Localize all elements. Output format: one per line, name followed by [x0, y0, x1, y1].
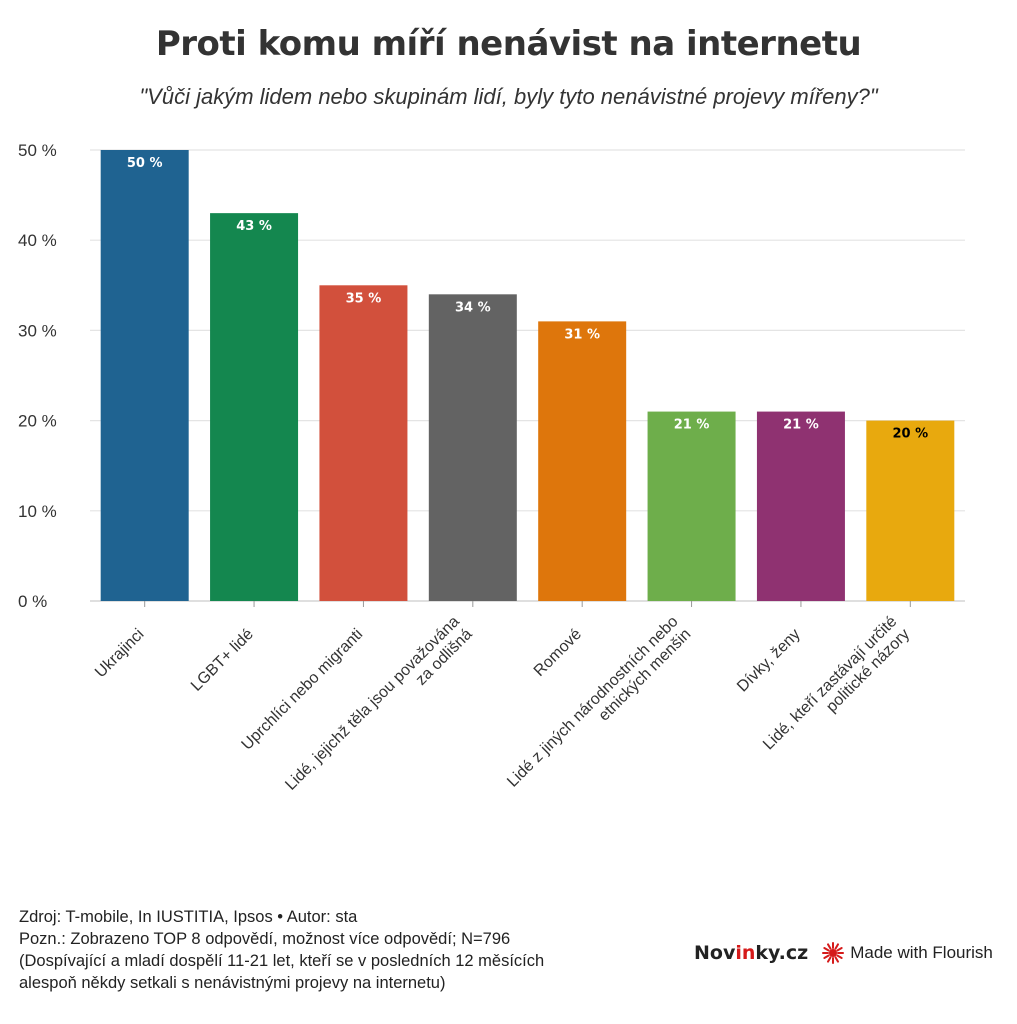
y-axis-ticks: 0 % 10 % 20 % 30 % 40 % 50 % — [18, 141, 57, 611]
bar — [428, 294, 517, 601]
chart-title: Proti komu míří nenávist na internetu — [155, 24, 862, 64]
category-label: Dívky, ženy — [734, 626, 804, 696]
y-tick-label: 40 % — [18, 231, 57, 250]
bar-value-label: 20 % — [892, 427, 928, 442]
bar — [210, 213, 299, 601]
bar-value-label: 21 % — [783, 418, 819, 433]
note-text: alespoň někdy setkali s nenávistnými pro… — [19, 974, 446, 992]
category-label-line: Romové — [531, 626, 585, 680]
bar — [538, 321, 627, 601]
novinky-logo[interactable]: Novinky.cz — [694, 942, 809, 964]
category-label: LGBT+ lidé — [188, 626, 257, 695]
y-tick-label: 10 % — [18, 502, 57, 521]
chart-subtitle: "Vůči jakým lidem nebo skupinám lidí, by… — [139, 84, 878, 109]
sun-ray — [823, 947, 830, 952]
sun-ray — [827, 956, 832, 963]
bar — [319, 285, 408, 601]
bar — [756, 411, 845, 601]
bar-value-label: 21 % — [674, 418, 710, 433]
made-with-flourish-link[interactable]: Made with Flourish — [822, 942, 993, 964]
x-axis-ticks — [144, 601, 911, 607]
category-label-line: Lidé, kteří zastávají určité — [760, 613, 900, 753]
bar-value-label: 31 % — [564, 327, 600, 342]
bar-value-label: 43 % — [236, 219, 272, 234]
y-tick-label: 0 % — [18, 592, 47, 611]
category-label: Romové — [531, 626, 585, 680]
flourish-label: Made with Flourish — [850, 943, 993, 962]
category-label: Ukrajinci — [92, 626, 147, 681]
note-text: (Dospívající a mladí dospělí 11-21 let, … — [19, 952, 545, 970]
category-label-line: Lidé z jiných národnostních nebo — [504, 613, 682, 791]
category-label-line: Lidé, jejichž těla jsou považována — [282, 613, 463, 794]
note-text: Pozn.: Zobrazeno TOP 8 odpovědí, možnost… — [19, 930, 511, 948]
bar — [100, 150, 189, 601]
y-tick-label: 20 % — [18, 412, 57, 431]
value-labels: 50 % 43 % 35 % 34 % 31 % 21 % 21 % 20 % — [127, 156, 928, 442]
bar-value-label: 34 % — [455, 300, 491, 315]
category-label-line: LGBT+ lidé — [188, 626, 257, 695]
flourish-sun-icon — [822, 942, 845, 964]
bar-chart: 0 % 10 % 20 % 30 % 40 % 50 % 50 % 43 % 35 % 34 %… — [18, 141, 965, 794]
category-label: Lidé z jiných národnostních neboetnickýc… — [504, 613, 694, 791]
sun-ray — [834, 943, 840, 950]
source-text: Zdroj: T-mobile, In IUSTITIA, Ipsos • Au… — [19, 908, 358, 926]
sun-ray — [823, 954, 830, 959]
sun-ray — [834, 956, 840, 963]
bar — [866, 420, 955, 601]
bars — [100, 150, 955, 601]
footer-notes: Zdroj: T-mobile, In IUSTITIA, Ipsos • Au… — [19, 906, 679, 994]
bar-value-label: 50 % — [127, 156, 163, 171]
bar-value-label: 35 % — [346, 291, 382, 306]
category-label-line: Ukrajinci — [92, 626, 147, 681]
bar — [647, 411, 736, 601]
sun-ray — [827, 943, 832, 950]
y-tick-label: 30 % — [18, 321, 57, 340]
sun-ray — [836, 954, 843, 959]
category-label-line: Dívky, ženy — [734, 626, 804, 696]
branding: Novinky.cz Made with Flourish — [694, 940, 993, 966]
y-tick-label: 50 % — [18, 141, 57, 160]
sun-ray — [836, 947, 843, 952]
